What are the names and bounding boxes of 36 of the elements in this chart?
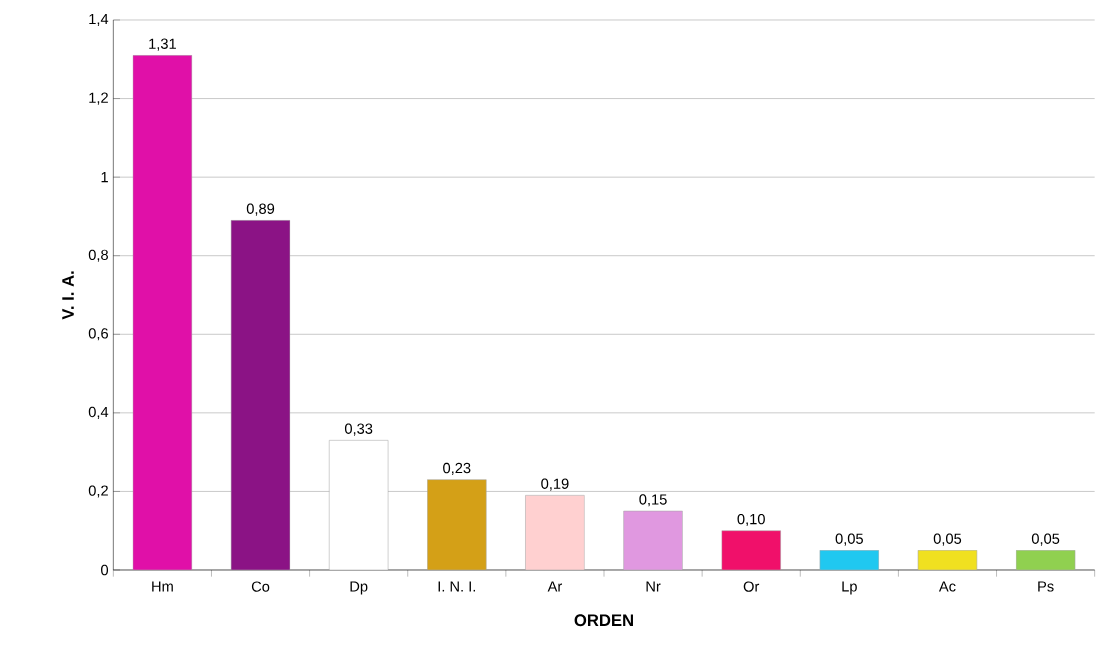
x-tick-label: Ac — [938, 581, 956, 592]
data-label: 0,15 — [639, 494, 667, 507]
data-label: 0,33 — [344, 423, 373, 436]
bar — [230, 220, 291, 570]
x-tick-label: Ar — [547, 581, 563, 592]
bar — [427, 479, 487, 570]
data-label: 1,31 — [149, 38, 176, 51]
y-tick-label: 1 — [101, 172, 108, 183]
y-tick-label: 1,4 — [89, 14, 109, 26]
y-axis-title: V. I. A. — [62, 271, 74, 320]
bar — [1015, 550, 1076, 570]
x-tick-label: Lp — [842, 581, 857, 595]
data-label: 0,10 — [737, 513, 765, 527]
x-tick-label: I. N. I. — [438, 581, 476, 592]
y-tick-label: 0,6 — [88, 328, 108, 341]
bar — [721, 530, 781, 570]
data-label: 0,23 — [443, 462, 471, 475]
x-axis-title: ORDEN — [574, 614, 633, 627]
bar — [819, 550, 880, 570]
data-label: 0,89 — [246, 203, 275, 216]
x-tick-label: Nr — [646, 581, 661, 592]
y-tick-label: 0,2 — [88, 485, 108, 498]
data-label: 0,05 — [835, 533, 863, 546]
bar — [132, 55, 193, 570]
data-label: 0,19 — [541, 478, 569, 491]
y-tick-label: 1,2 — [89, 92, 108, 105]
data-label: 0,05 — [1031, 533, 1060, 546]
y-tick-label: 0,4 — [88, 406, 109, 419]
data-label: 0,05 — [933, 533, 962, 546]
x-tick-label: Or — [743, 581, 760, 592]
x-tick-label: Hm — [152, 581, 173, 592]
x-tick-label: Dp — [350, 581, 368, 595]
y-tick-label: 0 — [101, 564, 109, 576]
y-tick-label: 0,8 — [88, 249, 108, 262]
x-tick-label: Co — [251, 581, 270, 592]
x-tick-label: Ps — [1038, 581, 1054, 592]
